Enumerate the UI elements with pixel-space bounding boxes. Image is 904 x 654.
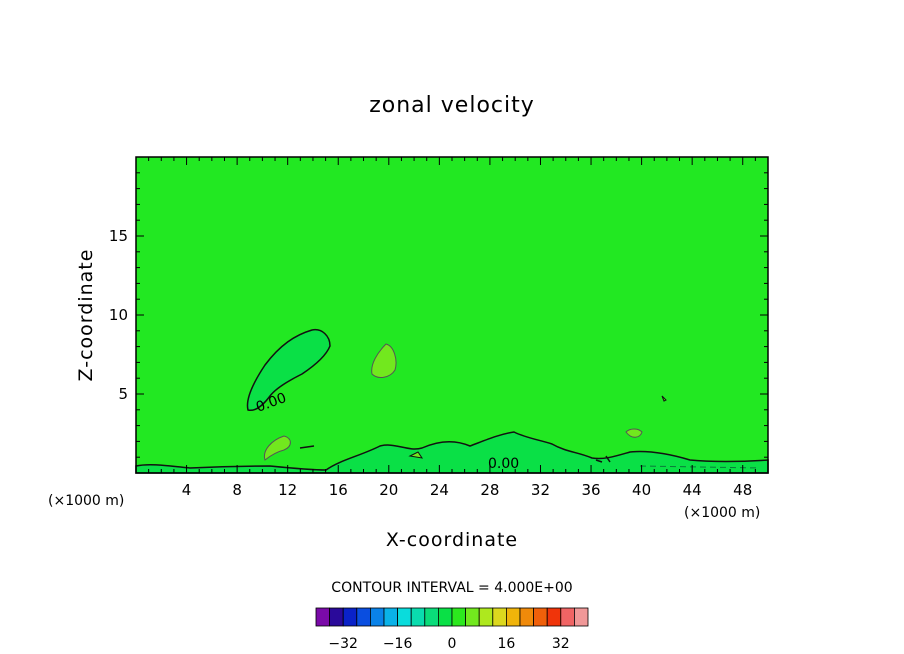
x-tick-label: 36 xyxy=(581,481,600,499)
x-unit-label-left: (×1000 m) xyxy=(48,493,124,509)
x-tick-label: 48 xyxy=(733,481,752,499)
x-tick-label: 20 xyxy=(379,481,398,499)
colorbar-swatch xyxy=(492,607,507,627)
y-tick-label: 10 xyxy=(109,306,128,324)
colorbar-swatch xyxy=(451,607,467,627)
x-tick-label: 12 xyxy=(278,481,297,499)
x-tick-label: 40 xyxy=(632,481,651,499)
x-axis-ticks: 4 8 12 16 20 24 28 32 36 40 44 48 xyxy=(148,157,756,499)
y-tick-label: 15 xyxy=(109,227,128,245)
colorbar-tick-label: 0 xyxy=(448,636,457,652)
colorbar-tick-label: 32 xyxy=(552,636,570,652)
contour-region-blob xyxy=(246,328,331,412)
y-axis-label: Z-coordinate xyxy=(75,249,97,382)
colorbar-tick-label: −16 xyxy=(383,636,413,652)
contour-interval-text: CONTOUR INTERVAL = 4.000E+00 xyxy=(331,580,572,596)
colorbar-swatch xyxy=(424,607,439,627)
contour-region-patch xyxy=(263,435,291,461)
contour-regions xyxy=(135,328,769,474)
colorbar-swatch xyxy=(383,607,399,627)
y-axis-ticks: 5 10 15 xyxy=(109,172,768,458)
colorbar-swatch xyxy=(342,607,358,627)
x-tick-label: 8 xyxy=(232,481,242,499)
colorbar-swatch xyxy=(505,607,521,627)
colorbar-swatch xyxy=(369,607,385,627)
contour-region-patch xyxy=(661,395,667,402)
x-tick-label: 16 xyxy=(329,481,348,499)
contour-small xyxy=(595,459,603,463)
contour-small xyxy=(299,445,315,449)
colorbar-swatch xyxy=(519,607,535,627)
colorbar-swatch xyxy=(560,607,575,627)
contour-small xyxy=(408,451,424,459)
colorbar xyxy=(315,607,589,627)
colorbar-swatch xyxy=(329,607,344,627)
colorbar-swatch xyxy=(533,607,548,627)
chart-title: zonal velocity xyxy=(369,93,535,118)
colorbar-swatch xyxy=(410,607,426,627)
colorbar-swatch xyxy=(437,607,453,627)
contour-region-bottom xyxy=(135,431,769,474)
colorbar-tick-label: 16 xyxy=(497,636,515,652)
colorbar-labels: −32 −16 0 16 32 xyxy=(328,636,569,652)
colorbar-swatch xyxy=(574,607,589,627)
x-tick-label: 24 xyxy=(430,481,449,499)
x-unit-label-right: (×1000 m) xyxy=(684,505,760,521)
colorbar-swatch xyxy=(465,607,480,627)
colorbar-swatch xyxy=(315,607,331,627)
x-tick-label: 44 xyxy=(683,481,702,499)
contour-region-patch xyxy=(371,343,397,378)
x-tick-label: 28 xyxy=(480,481,499,499)
contour-dashed-line xyxy=(639,465,761,469)
y-tick-label: 5 xyxy=(118,385,128,403)
colorbar-swatch xyxy=(546,607,562,627)
plot-area xyxy=(136,157,768,473)
x-tick-label: 4 xyxy=(182,481,192,499)
contour-label: 0.00 xyxy=(488,456,519,472)
colorbar-swatch xyxy=(397,607,412,627)
x-axis-label: X-coordinate xyxy=(386,529,518,551)
contour-small xyxy=(605,455,611,463)
colorbar-tick-label: −32 xyxy=(328,636,358,652)
contour-region-patch xyxy=(625,428,643,438)
colorbar-swatch xyxy=(478,607,494,627)
colorbar-swatch xyxy=(356,607,371,627)
x-tick-label: 32 xyxy=(531,481,550,499)
